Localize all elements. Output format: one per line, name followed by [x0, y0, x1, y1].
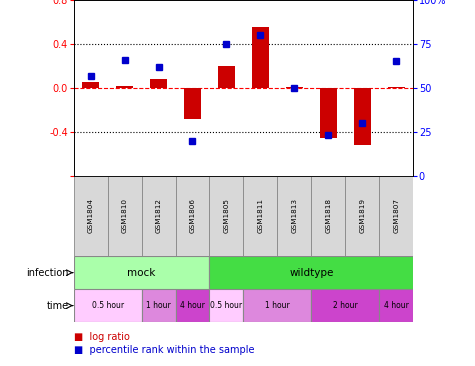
Text: ■  log ratio: ■ log ratio	[74, 332, 130, 342]
Bar	[150, 79, 167, 88]
Bar	[243, 176, 277, 256]
Text: 0.5 hour: 0.5 hour	[210, 301, 243, 310]
Bar	[142, 176, 176, 256]
Text: 2 hour: 2 hour	[333, 301, 358, 310]
Bar	[184, 88, 201, 119]
Text: GSM1810: GSM1810	[122, 198, 128, 234]
Text: 1 hour: 1 hour	[265, 301, 290, 310]
Bar	[243, 289, 312, 322]
Bar	[176, 176, 209, 256]
Bar	[320, 88, 337, 138]
Bar	[209, 256, 413, 289]
Text: 4 hour: 4 hour	[384, 301, 408, 310]
Text: 0.5 hour: 0.5 hour	[92, 301, 124, 310]
Bar	[116, 86, 133, 88]
Text: 4 hour: 4 hour	[180, 301, 205, 310]
Text: wildtype: wildtype	[289, 268, 333, 278]
Bar	[354, 88, 371, 145]
Bar	[218, 66, 235, 88]
Bar	[311, 289, 379, 322]
Bar	[176, 289, 209, 322]
Bar	[388, 87, 405, 88]
Text: GSM1805: GSM1805	[223, 198, 229, 234]
Bar	[209, 289, 243, 322]
Bar	[379, 176, 413, 256]
Bar	[82, 82, 99, 88]
Text: GSM1804: GSM1804	[87, 198, 94, 234]
Text: mock: mock	[127, 268, 156, 278]
Bar	[277, 176, 311, 256]
Text: infection: infection	[27, 268, 69, 278]
Text: GSM1819: GSM1819	[359, 198, 365, 234]
Text: GSM1811: GSM1811	[257, 198, 264, 234]
Bar	[312, 176, 345, 256]
Text: ■  percentile rank within the sample: ■ percentile rank within the sample	[74, 345, 254, 355]
Bar	[286, 87, 303, 88]
Bar	[252, 27, 269, 88]
Text: GSM1813: GSM1813	[291, 198, 297, 234]
Text: 1 hour: 1 hour	[146, 301, 171, 310]
Text: GSM1812: GSM1812	[155, 198, 162, 234]
Bar	[74, 176, 107, 256]
Bar	[379, 289, 413, 322]
Text: GSM1806: GSM1806	[190, 198, 196, 234]
Text: GSM1818: GSM1818	[325, 198, 332, 234]
Bar	[74, 256, 209, 289]
Bar	[107, 176, 142, 256]
Text: time: time	[47, 300, 69, 311]
Text: GSM1807: GSM1807	[393, 198, 399, 234]
Bar	[345, 176, 379, 256]
Bar	[74, 289, 142, 322]
Bar	[142, 289, 176, 322]
Bar	[209, 176, 243, 256]
